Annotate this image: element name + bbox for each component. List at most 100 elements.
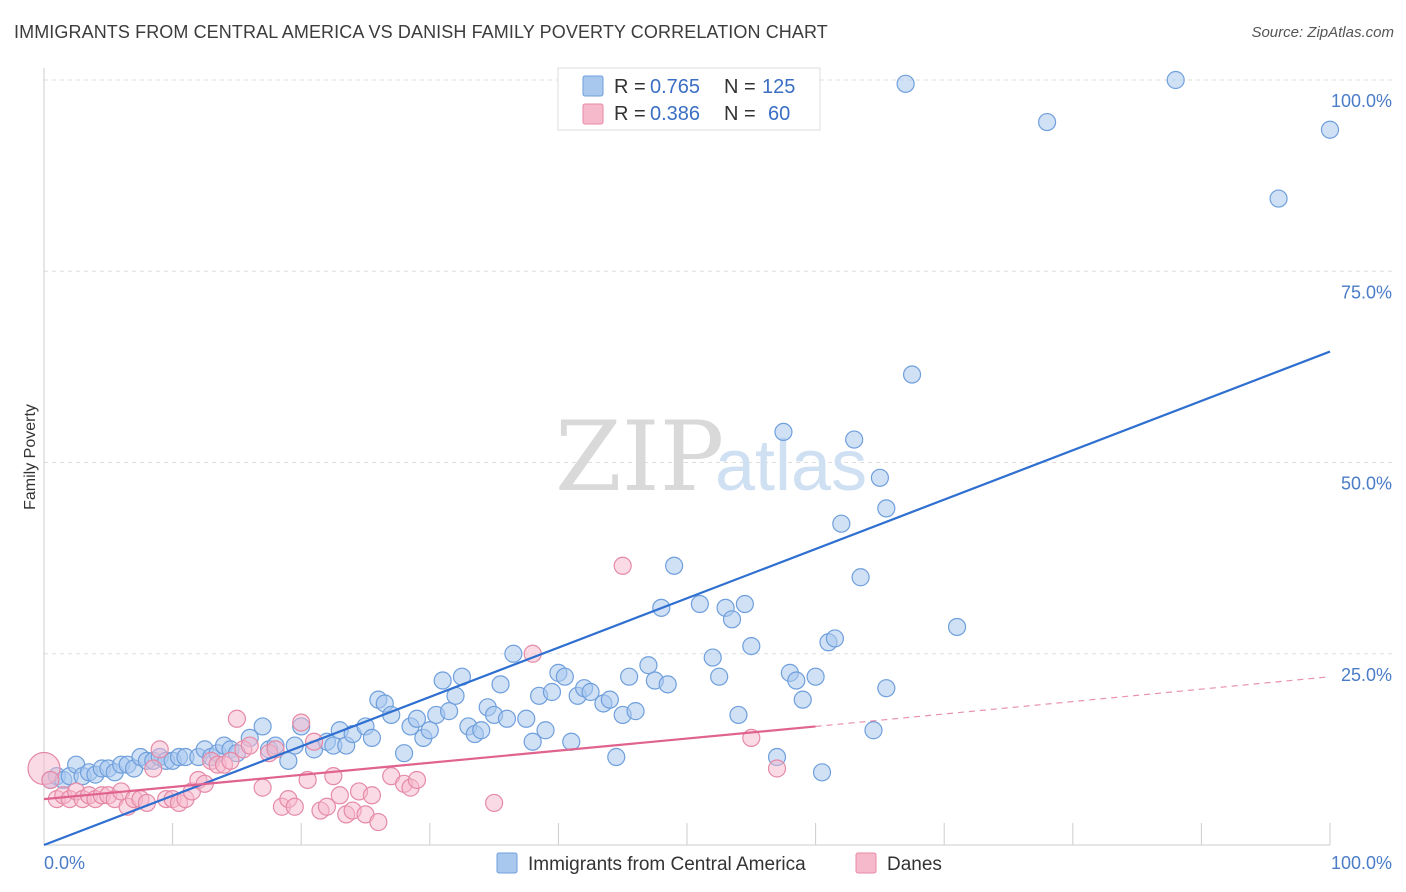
legend-swatch-pink xyxy=(582,103,604,125)
point-immigrants-47 xyxy=(394,744,414,763)
y-tick-label-0: 25.0% xyxy=(1341,665,1392,685)
point-danes-51 xyxy=(369,812,388,832)
point-immigrants-93 xyxy=(735,594,754,614)
point-immigrants-117 xyxy=(1320,120,1340,139)
point-immigrants-85 xyxy=(658,675,677,694)
point-immigrants-62 xyxy=(491,675,510,694)
point-danes-17 xyxy=(144,759,163,778)
point-immigrants-64 xyxy=(504,644,523,663)
bottom-legend: Immigrants from Central America Danes xyxy=(496,852,942,875)
y-tick-label-3: 100.0% xyxy=(1331,91,1392,111)
point-danes-1 xyxy=(41,770,60,790)
axes xyxy=(43,68,1331,846)
y-tick-label-1: 50.0% xyxy=(1341,474,1392,494)
legend-n-label-2: N = xyxy=(724,103,756,125)
grid-lines xyxy=(44,79,1395,655)
y-tick-label-2: 75.0% xyxy=(1341,282,1392,302)
point-danes-56 xyxy=(485,793,504,813)
point-immigrants-82 xyxy=(639,656,658,675)
point-immigrants-101 xyxy=(812,763,832,782)
point-immigrants-105 xyxy=(845,430,864,449)
point-immigrants-59 xyxy=(472,721,491,740)
point-immigrants-72 xyxy=(562,732,581,751)
point-immigrants-98 xyxy=(787,671,806,690)
point-immigrants-68 xyxy=(536,721,555,740)
point-immigrants-91 xyxy=(722,610,742,629)
point-danes-50 xyxy=(362,786,382,805)
legend-n-label-1: N = xyxy=(724,76,756,98)
point-immigrants-65 xyxy=(517,709,536,728)
legend-n-value-1: 125 xyxy=(762,76,795,98)
point-danes-30 xyxy=(227,709,246,728)
point-immigrants-94 xyxy=(742,636,761,656)
point-immigrants-99 xyxy=(793,690,812,709)
bottom-legend-label-1: Immigrants from Central America xyxy=(528,854,806,875)
point-danes-33 xyxy=(253,778,272,797)
point-immigrants-78 xyxy=(607,747,626,767)
point-immigrants-112 xyxy=(902,365,922,384)
point-immigrants-96 xyxy=(774,422,793,441)
point-immigrants-49 xyxy=(407,709,427,728)
series-danes-points xyxy=(27,556,787,832)
point-immigrants-103 xyxy=(825,629,844,648)
point-immigrants-71 xyxy=(555,667,574,686)
point-immigrants-86 xyxy=(665,556,684,575)
legend-r-value-1: 0.765 xyxy=(650,76,700,98)
point-danes-45 xyxy=(330,786,349,805)
point-immigrants-69 xyxy=(542,682,562,702)
legend-r-label-2: R = xyxy=(614,103,646,125)
point-immigrants-75 xyxy=(581,682,600,702)
point-immigrants-87 xyxy=(690,594,709,614)
point-immigrants-109 xyxy=(877,499,896,518)
legend-n-value-2: 60 xyxy=(768,103,790,125)
legend-swatch-blue xyxy=(582,75,604,97)
bottom-legend-label-2: Danes xyxy=(887,854,942,875)
point-immigrants-77 xyxy=(600,690,619,709)
legend-box: R = 0.765 N = 125 R = 0.386 N = 60 xyxy=(557,67,821,131)
point-immigrants-100 xyxy=(806,667,825,686)
point-danes-60 xyxy=(767,759,787,778)
watermark-zip: ZIP xyxy=(555,401,724,513)
point-immigrants-108 xyxy=(870,468,890,487)
point-danes-18 xyxy=(150,740,169,759)
legend-r-value-2: 0.386 xyxy=(650,103,700,125)
watermark-atlas: atlas xyxy=(715,426,867,506)
point-immigrants-81 xyxy=(626,702,645,721)
point-immigrants-115 xyxy=(1166,70,1185,90)
trend-lines xyxy=(43,350,1331,847)
point-danes-32 xyxy=(240,736,259,755)
chart-title: IMMIGRANTS FROM CENTRAL AMERICA VS DANIS… xyxy=(14,22,828,42)
point-immigrants-54 xyxy=(439,702,459,721)
point-immigrants-116 xyxy=(1269,189,1288,208)
trend-line-danes-extension xyxy=(815,676,1331,728)
tick-labels: 25.0% 50.0% 75.0% 100.0% 0.0% 100.0% xyxy=(44,91,1392,873)
point-immigrants-51 xyxy=(420,721,439,740)
point-immigrants-114 xyxy=(1037,112,1057,132)
point-immigrants-66 xyxy=(523,732,542,751)
trend-line-immigrants xyxy=(43,350,1331,847)
point-immigrants-89 xyxy=(710,667,729,686)
point-danes-39 xyxy=(292,713,311,732)
point-immigrants-107 xyxy=(864,721,883,740)
point-immigrants-113 xyxy=(947,617,967,637)
point-immigrants-53 xyxy=(433,671,452,690)
watermark: ZIP atlas xyxy=(555,401,867,513)
x-tick-label-0: 0.0% xyxy=(44,853,85,873)
point-danes-43 xyxy=(317,797,337,816)
source-credit: Source: ZipAtlas.com xyxy=(1251,24,1394,41)
point-immigrants-80 xyxy=(620,667,639,686)
point-immigrants-106 xyxy=(851,568,870,587)
point-immigrants-88 xyxy=(703,648,722,667)
point-immigrants-63 xyxy=(497,709,517,728)
point-immigrants-43 xyxy=(362,728,382,748)
point-danes-58 xyxy=(613,556,632,575)
x-tick-label-1: 100.0% xyxy=(1331,853,1392,873)
legend-r-label-1: R = xyxy=(614,76,646,98)
bottom-legend-swatch-blue xyxy=(496,852,518,874)
point-danes-38 xyxy=(285,797,304,816)
y-axis-label: Family Poverty xyxy=(22,404,39,510)
point-immigrants-110 xyxy=(877,679,896,698)
bottom-legend-swatch-pink xyxy=(855,852,877,874)
point-danes-55 xyxy=(407,770,427,790)
